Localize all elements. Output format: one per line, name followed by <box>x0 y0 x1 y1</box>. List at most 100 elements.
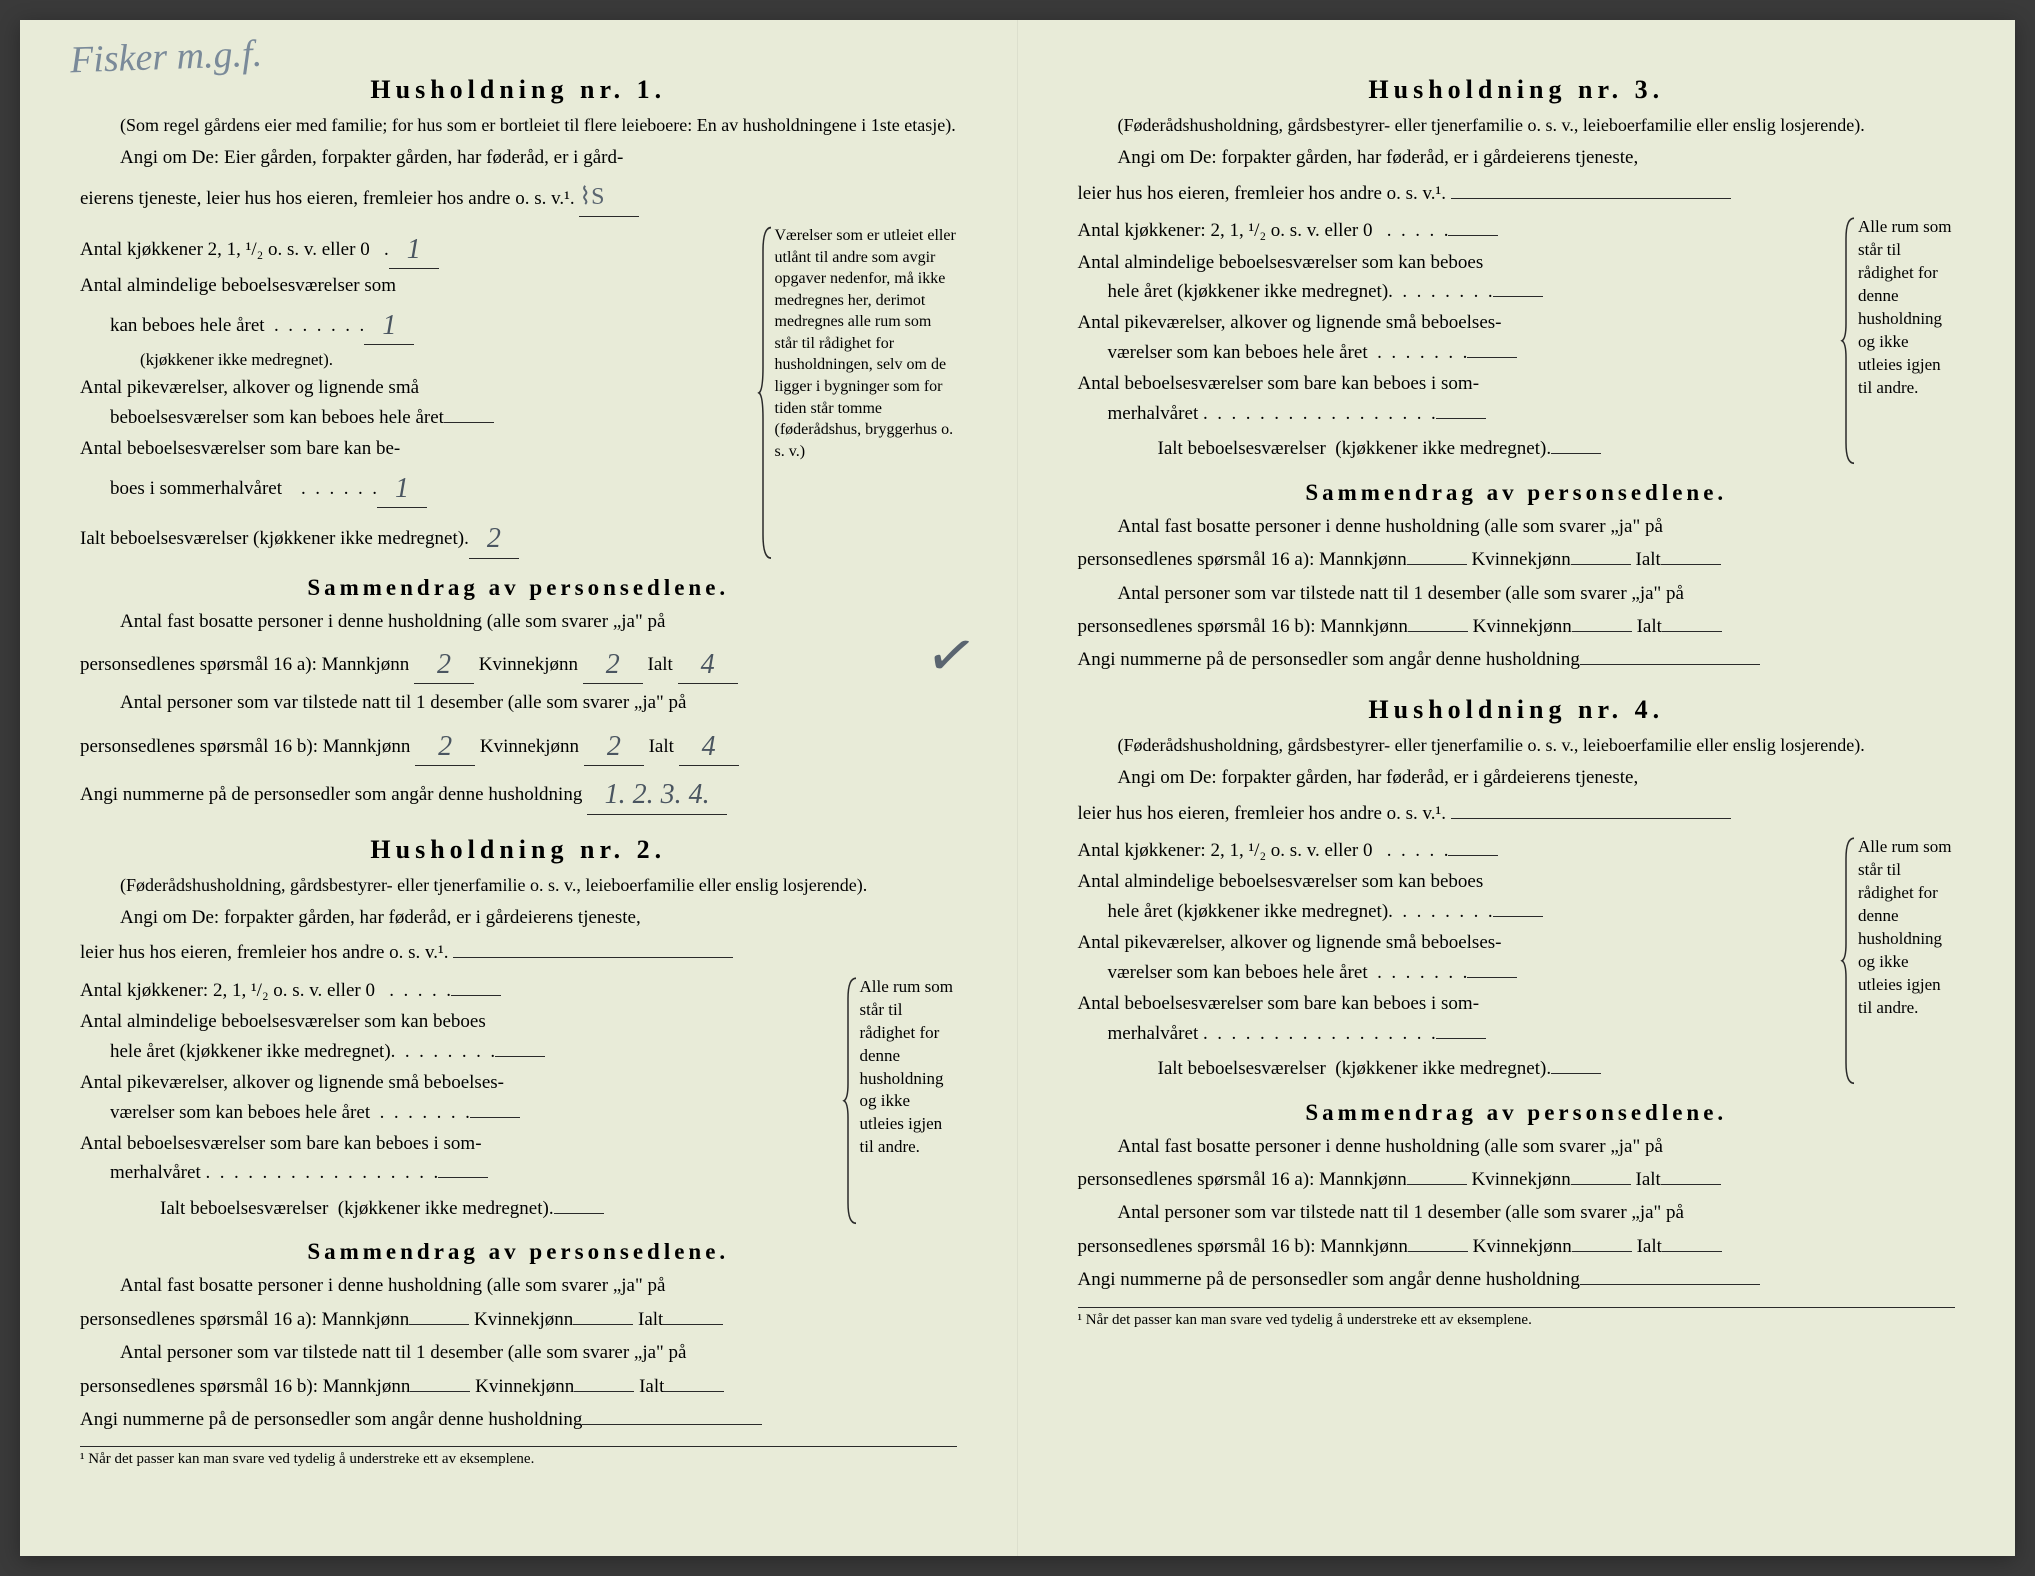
h1-kvinne-label: Kvinnekjønn <box>479 654 578 675</box>
h3-subtitle: (Føderådshusholdning, gårdsbestyrer- ell… <box>1078 113 1956 137</box>
h2-sammen2: personsedlenes spørsmål 16 a): Mannkjønn… <box>80 1305 957 1334</box>
h4-total-fill <box>1551 1073 1601 1074</box>
h3-sammen-title: Sammendrag av personsedlene. <box>1078 480 1956 506</box>
h1-rooms-l2: kan beboes hele året . . . . . . . <box>80 311 364 340</box>
h3-angi2-row: leier hus hos eieren, fremleier hos andr… <box>1078 179 1956 208</box>
h4-kvinne-a <box>1571 1184 1631 1185</box>
h3-anginum-fill <box>1580 664 1760 665</box>
h1-sidebar-text: Værelser som er utleiet eller utlånt til… <box>775 227 956 460</box>
h1-mann-a: 2 <box>437 643 451 686</box>
h1-kvinne-b: 2 <box>607 725 621 768</box>
h2-rooms-l2: hele året (kjøkkener ikke medregnet). . … <box>80 1037 495 1066</box>
h2-total-label: Ialt beboelsesværelser (kjøkkener ikke m… <box>160 1194 554 1223</box>
h3-mann-b <box>1408 631 1468 632</box>
h2-sammen2a: personsedlenes spørsmål 16 a): Mannkjønn <box>80 1309 409 1330</box>
h1-kitchen-value: 1 <box>389 225 439 269</box>
h3-sammen2: personsedlenes spørsmål 16 a): Mannkjønn… <box>1078 545 1956 574</box>
h1-kvinne-label-b: Kvinnekjønn <box>480 736 579 757</box>
h2-sammen-title: Sammendrag av personsedlene. <box>80 1239 957 1265</box>
h2-sidebar: Alle rum som står til rådighet for denne… <box>842 976 957 1226</box>
h1-pike-l2: beboelsesværelser som kan beboes hele år… <box>80 403 444 432</box>
h3-anginum: Angi nummerne på de personsedler som ang… <box>1078 649 1580 670</box>
brace-icon <box>757 225 775 561</box>
h3-title: Husholdning nr. 3. <box>1078 75 1956 105</box>
h4-angi-line <box>1451 818 1731 819</box>
h3-sammen4: personsedlenes spørsmål 16 b): Mannkjønn… <box>1078 612 1956 641</box>
h1-sammen2: personsedlenes spørsmål 16 a): Mannkjønn… <box>80 640 957 684</box>
h3-mann-a <box>1407 564 1467 565</box>
h1-mann-b-fill: 2 <box>415 722 475 766</box>
h4-summer-l1: Antal beboelsesværelser som bare kan beb… <box>1078 989 1826 1018</box>
h1-summer-val: 1 <box>395 467 409 510</box>
h3-pike-fill <box>1467 357 1517 358</box>
h1-angi-line2: eierens tjeneste, leier hus hos eieren, … <box>80 179 957 217</box>
h3-rooms-block: Antal kjøkkener: 2, 1, ¹/₂ o. s. v. elle… <box>1078 216 1956 466</box>
h1-subtitle: (Som regel gårdens eier med familie; for… <box>80 113 957 137</box>
h1-kitchen-val: 1 <box>407 228 421 271</box>
h3-angi2: leier hus hos eieren, fremleier hos andr… <box>1078 183 1447 204</box>
h2-total-fill <box>554 1213 604 1214</box>
h1-summer-value: 1 <box>377 464 427 508</box>
h2-kitchen-fill <box>451 995 501 996</box>
h2-anginum-row: Angi nummerne på de personsedler som ang… <box>80 1405 957 1434</box>
h4-sammen3: Antal personer som var tilstede natt til… <box>1078 1198 1956 1227</box>
h1-angi2-text: eierens tjeneste, leier hus hos eieren, … <box>80 188 575 209</box>
h3-angi1: Angi om De: forpakter gården, har føderå… <box>1078 143 1956 172</box>
h4-mann-a <box>1407 1184 1467 1185</box>
h3-total-label: Ialt beboelsesværelser (kjøkkener ikke m… <box>1158 434 1552 463</box>
h3-sammen4-text: personsedlenes spørsmål 16 b): Mannkjønn <box>1078 616 1408 637</box>
h4-angi2: leier hus hos eieren, fremleier hos andr… <box>1078 803 1447 824</box>
h1-mann-a-fill: 2 <box>414 640 474 684</box>
h4-kitchen-label: Antal kjøkkener: 2, 1, ¹/₂ o. s. v. elle… <box>1078 836 1449 865</box>
h1-sammen4: personsedlenes spørsmål 16 b): Mannkjønn… <box>80 722 957 766</box>
h1-ialt-b-fill: 4 <box>679 722 739 766</box>
h2-pike-l2: værelser som kan beboes hele året . . . … <box>80 1098 470 1127</box>
h3-rooms-l1: Antal almindelige beboelsesværelser som … <box>1078 248 1826 277</box>
h3-kitchen-label: Antal kjøkkener: 2, 1, ¹/₂ o. s. v. elle… <box>1078 216 1449 245</box>
h1-anginum: Angi nummerne på de personsedler som ang… <box>80 770 957 814</box>
h3-sidebar-text: Alle rum som står til rådighet for denne… <box>1858 217 1952 397</box>
h4-sammen2a: personsedlenes spørsmål 16 a): Mannkjønn <box>1078 1169 1407 1190</box>
h2-mann-b <box>410 1391 470 1392</box>
h4-title: Husholdning nr. 4. <box>1078 695 1956 725</box>
h2-ia-b: Ialt <box>639 1376 664 1397</box>
h1-summer-l2: boes i sommerhalvåret . . . . . . <box>80 474 377 503</box>
h1-summer-l1: Antal beboelsesværelser som bare kan be- <box>80 434 742 463</box>
h1-ialt-b: 4 <box>702 725 716 768</box>
h4-anginum-fill <box>1580 1284 1760 1285</box>
h2-sammen3: Antal personer som var tilstede natt til… <box>80 1338 957 1367</box>
h1-kvinne-a: 2 <box>606 643 620 686</box>
h1-sammen1: Antal fast bosatte personer i denne hush… <box>80 607 957 636</box>
h4-ia-b: Ialt <box>1637 1236 1662 1257</box>
h4-ialt-a <box>1661 1184 1721 1185</box>
h3-sidebar: Alle rum som står til rådighet for denne… <box>1840 216 1955 466</box>
h3-total-fill <box>1551 453 1601 454</box>
h2-sammen4: personsedlenes spørsmål 16 b): Mannkjønn… <box>80 1372 957 1401</box>
h1-sammen-title: Sammendrag av personsedlene. <box>80 575 957 601</box>
h4-pike-l1: Antal pikeværelser, alkover og lignende … <box>1078 928 1826 957</box>
h1-rooms-left: Antal kjøkkener 2, 1, ¹/₂ o. s. v. eller… <box>80 225 742 561</box>
h4-sammen4-text: personsedlenes spørsmål 16 b): Mannkjønn <box>1078 1236 1408 1257</box>
h1-total-label: Ialt beboelsesværelser (kjøkkener ikke m… <box>80 524 469 553</box>
h4-sammen4: personsedlenes spørsmål 16 b): Mannkjønn… <box>1078 1232 1956 1261</box>
h3-ialt-b <box>1662 631 1722 632</box>
h2-rooms-fill <box>495 1056 545 1057</box>
h2-sammen1: Antal fast bosatte personer i denne hush… <box>80 1271 957 1300</box>
h3-ialt-a <box>1661 564 1721 565</box>
h2-footnote: ¹ Når det passer kan man svare ved tydel… <box>80 1446 957 1468</box>
h2-pike-fill <box>470 1117 520 1118</box>
h4-rooms-left: Antal kjøkkener: 2, 1, ¹/₂ o. s. v. elle… <box>1078 836 1826 1086</box>
h4-mann-b <box>1408 1251 1468 1252</box>
h4-anginum-row: Angi nummerne på de personsedler som ang… <box>1078 1265 1956 1294</box>
h3-summer-l2: merhalvåret . . . . . . . . . . . . . . … <box>1078 399 1436 428</box>
h2-kvinne-b <box>574 1391 634 1392</box>
h2-pike-l1: Antal pikeværelser, alkover og lignende … <box>80 1068 827 1097</box>
h1-kvinne-a-fill: 2 <box>583 640 643 684</box>
h4-total-label: Ialt beboelsesværelser (kjøkkener ikke m… <box>1158 1054 1552 1083</box>
h2-mann-a <box>409 1324 469 1325</box>
h2-anginum: Angi nummerne på de personsedler som ang… <box>80 1409 582 1430</box>
h1-rooms-val: 1 <box>382 304 396 347</box>
h4-sammen-title: Sammendrag av personsedlene. <box>1078 1100 1956 1126</box>
h4-summer-fill <box>1436 1038 1486 1039</box>
left-page: Fisker m.g.f. Husholdning nr. 1. (Som re… <box>20 20 1018 1556</box>
